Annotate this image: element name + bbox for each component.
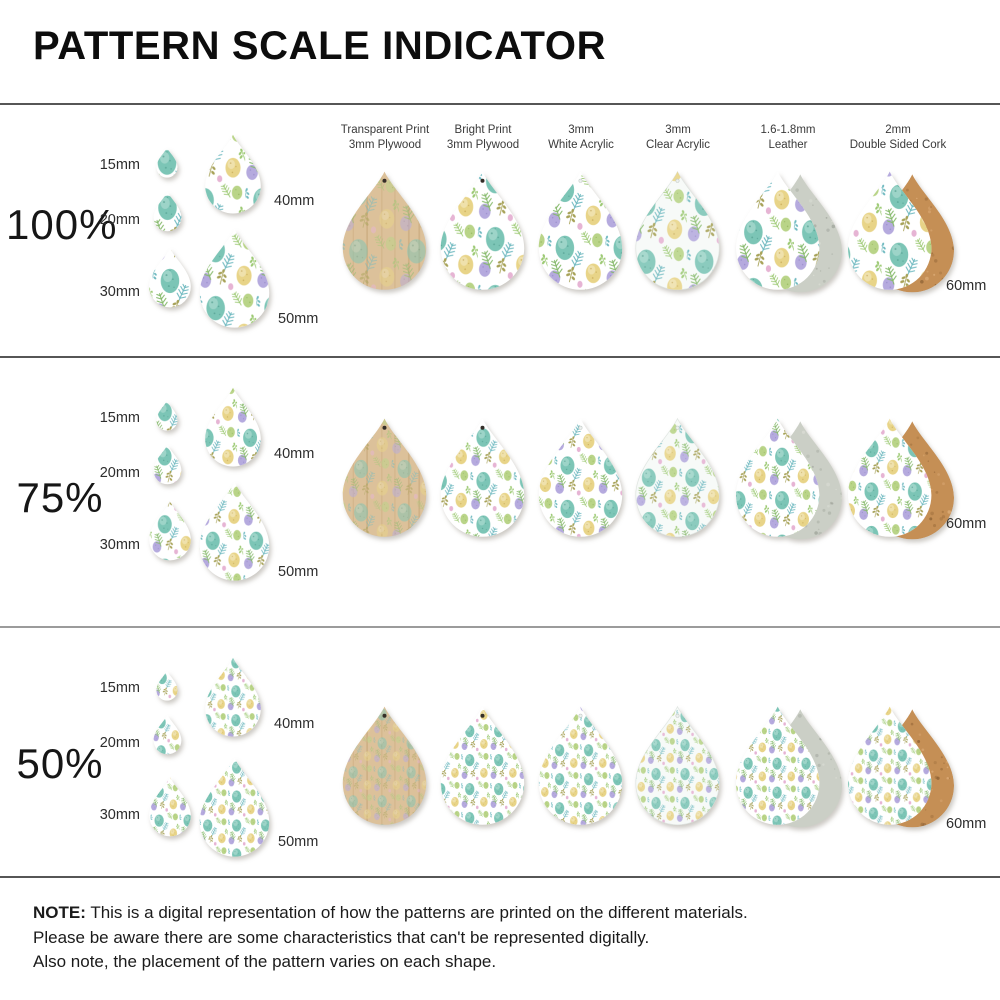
- teardrop-15mm-100: [156, 147, 178, 179]
- note-line-2: Please be aware there are some character…: [33, 927, 650, 947]
- size-label-20mm: 20mm: [99, 465, 140, 481]
- teardrop-60mm-bright-plywood-50: [439, 704, 526, 830]
- teardrop-60mm-transparent-plywood-75: [341, 416, 428, 542]
- scale-row-100: 100% 15mm 20mm 30mm 40mm 50mm 60mm Trans…: [0, 105, 1000, 356]
- teardrop-50mm-75: [198, 480, 271, 585]
- teardrop-60mm-cork-100: [846, 169, 956, 295]
- material-header-line2: 3mm Plywood: [446, 138, 520, 151]
- size-label-40mm: 40mm: [274, 716, 315, 732]
- teardrop-60mm-transparent-plywood-50: [341, 704, 428, 830]
- page-title: PATTERN SCALE INDICATOR: [33, 24, 607, 68]
- size-label-40mm: 40mm: [274, 193, 315, 209]
- size-label-60mm: 60mm: [946, 516, 987, 532]
- teardrop-60mm-white-acrylic-50: [537, 704, 624, 830]
- teardrop-60mm-cork-75: [846, 416, 956, 542]
- material-header-line2: Clear Acrylic: [646, 138, 710, 151]
- material-header-white-acrylic: 3mm White Acrylic: [515, 123, 647, 152]
- size-label-30mm: 30mm: [99, 807, 140, 823]
- size-label-50mm: 50mm: [278, 834, 319, 850]
- material-header-line2: Double Sided Cork: [849, 138, 947, 151]
- material-header-bright-plywood: Bright Print 3mm Plywood: [417, 123, 549, 152]
- material-header-line1: Transparent Print: [340, 124, 430, 136]
- scale-label-50: 50%: [16, 740, 104, 787]
- size-label-30mm: 30mm: [99, 284, 140, 300]
- divider-line: [0, 626, 1000, 628]
- teardrop-60mm-leather-100: [734, 169, 844, 295]
- teardrop-20mm-100: [153, 191, 182, 233]
- material-header-line1: 1.6-1.8mm: [760, 124, 816, 136]
- teardrop-60mm-white-acrylic-75: [537, 416, 624, 542]
- teardrop-50mm-100: [198, 227, 271, 332]
- scale-label-75: 75%: [16, 474, 104, 521]
- material-header-line1: 3mm: [568, 124, 594, 136]
- teardrop-15mm-75: [156, 400, 178, 432]
- teardrop-30mm-100: [148, 247, 192, 310]
- scale-row-75: 75% 15mm 20mm 30mm 40mm 50mm 60mm: [0, 358, 1000, 626]
- size-label-30mm: 30mm: [99, 537, 140, 553]
- teardrop-20mm-50: [153, 714, 182, 756]
- material-header-line1: Bright Print: [454, 124, 512, 136]
- teardrop-60mm-clear-acrylic-100: [634, 169, 721, 295]
- teardrop-40mm-75: [204, 386, 262, 470]
- size-label-40mm: 40mm: [274, 446, 315, 462]
- teardrop-60mm-clear-acrylic-50: [634, 704, 721, 830]
- teardrop-50mm-50: [198, 756, 271, 861]
- teardrop-60mm-transparent-plywood-100: [341, 169, 428, 295]
- teardrop-15mm-50: [156, 670, 178, 702]
- divider-line: [0, 876, 1000, 878]
- note-line-3: Also note, the placement of the pattern …: [33, 952, 497, 971]
- scale-label-100: 100%: [6, 201, 118, 248]
- teardrop-60mm-white-acrylic-100: [537, 169, 624, 295]
- teardrop-60mm-leather-50: [734, 704, 844, 830]
- material-header-line2: Leather: [768, 138, 808, 151]
- size-label-60mm: 60mm: [946, 816, 987, 832]
- teardrop-60mm-leather-75: [734, 416, 844, 542]
- material-header-transparent-plywood: Transparent Print 3mm Plywood: [319, 123, 451, 152]
- material-header-clear-acrylic: 3mm Clear Acrylic: [612, 123, 744, 152]
- divider-line: [0, 356, 1000, 358]
- material-header-line1: 3mm: [665, 124, 691, 136]
- note-label: NOTE:: [33, 903, 86, 922]
- teardrop-60mm-cork-50: [846, 704, 956, 830]
- scale-row-50: 50% 15mm 20mm 30mm 40mm 50mm 60mm: [0, 628, 1000, 876]
- teardrop-60mm-clear-acrylic-75: [634, 416, 721, 542]
- material-header-line2: 3mm Plywood: [348, 138, 422, 151]
- material-header-leather: 1.6-1.8mm Leather: [722, 123, 854, 152]
- size-label-60mm: 60mm: [946, 278, 987, 294]
- teardrop-30mm-50: [148, 776, 192, 839]
- size-label-15mm: 15mm: [99, 680, 140, 696]
- size-label-20mm: 20mm: [99, 212, 140, 228]
- teardrop-20mm-75: [153, 444, 182, 486]
- note-block: NOTE: This is a digital representation o…: [33, 901, 748, 975]
- teardrop-40mm-50: [204, 656, 262, 740]
- note-line-1: NOTE: This is a digital representation o…: [33, 901, 748, 926]
- teardrop-60mm-bright-plywood-100: [439, 169, 526, 295]
- size-label-20mm: 20mm: [99, 735, 140, 751]
- material-header-line1: 2mm: [885, 124, 911, 136]
- size-label-50mm: 50mm: [278, 564, 319, 580]
- teardrop-30mm-75: [148, 500, 192, 563]
- size-label-50mm: 50mm: [278, 311, 319, 327]
- note-text-1: This is a digital representation of how …: [90, 903, 748, 922]
- divider-line: [0, 103, 1000, 105]
- size-label-15mm: 15mm: [99, 410, 140, 426]
- material-header-line2: White Acrylic: [548, 138, 614, 151]
- material-header-cork: 2mm Double Sided Cork: [832, 123, 964, 152]
- size-label-15mm: 15mm: [99, 157, 140, 173]
- teardrop-60mm-bright-plywood-75: [439, 416, 526, 542]
- teardrop-40mm-100: [204, 133, 262, 217]
